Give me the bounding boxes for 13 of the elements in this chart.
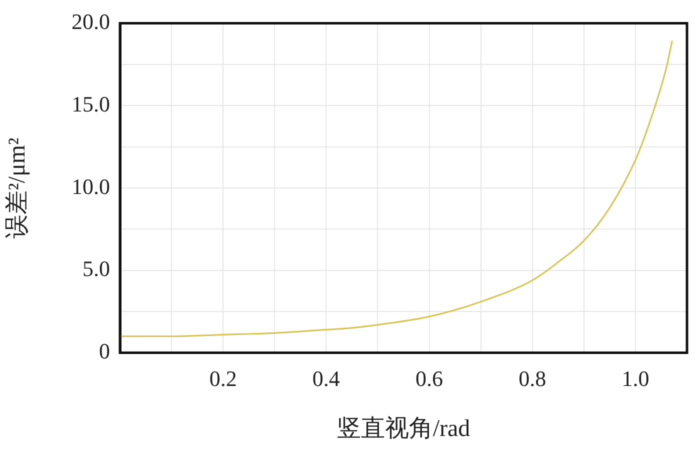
x-tick-label: 0.8 — [518, 366, 546, 391]
x-tick-label: 0.2 — [209, 366, 237, 391]
x-tick-label: 0.4 — [312, 366, 340, 391]
y-tick-label: 20.0 — [72, 8, 110, 34]
x-tick-label: 1.0 — [622, 366, 650, 391]
y-tick-label: 0 — [99, 338, 110, 364]
y-tick-label: 10.0 — [72, 174, 110, 199]
y-axis-title: 误差²/μm² — [4, 138, 31, 238]
x-axis-title: 竖直视角/rad — [336, 416, 470, 442]
y-tick-label: 15.0 — [72, 91, 110, 116]
y-tick-label: 5.0 — [82, 256, 110, 282]
line-series — [120, 40, 673, 338]
x-tick-label: 0.6 — [416, 366, 444, 391]
